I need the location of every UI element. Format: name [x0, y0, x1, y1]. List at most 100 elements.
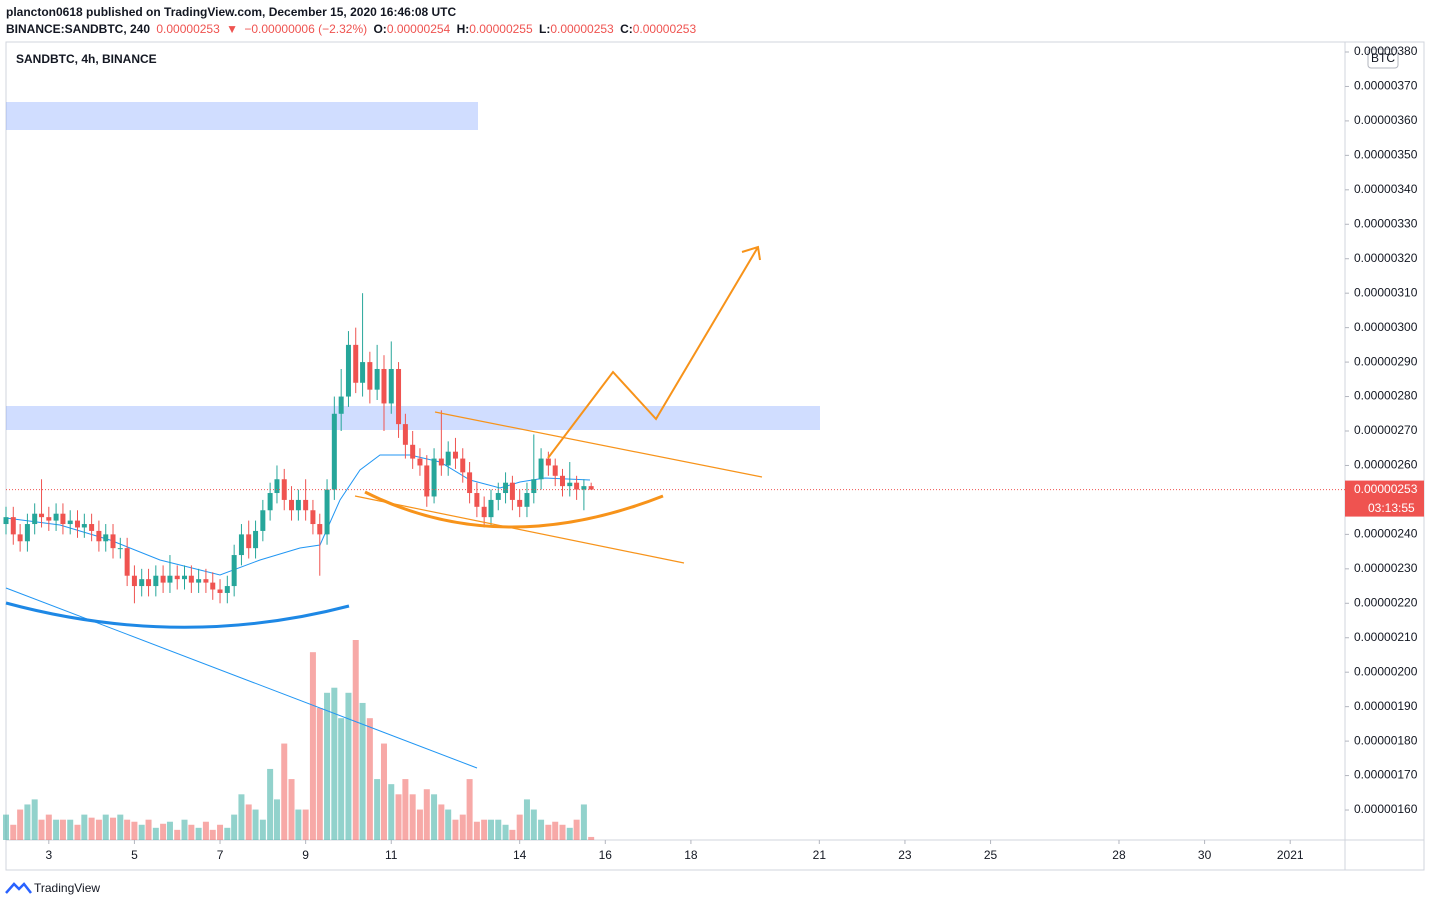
candle-body	[124, 548, 130, 576]
y-tick-label: 0.00000260	[1354, 458, 1418, 472]
volume-bar	[488, 819, 495, 840]
y-tick-label: 0.00000320	[1354, 251, 1418, 265]
candle-body	[153, 575, 159, 587]
candle-body	[495, 493, 501, 500]
candle-body	[289, 499, 295, 511]
volume-bar	[181, 819, 188, 840]
candle-body	[374, 368, 380, 390]
volume-bar	[481, 819, 488, 840]
volume-bar	[309, 652, 316, 840]
candle-body	[217, 589, 223, 593]
candle-body	[559, 475, 565, 487]
volume-bar	[295, 809, 302, 840]
volume-bar	[124, 819, 131, 840]
candle-body	[81, 524, 87, 528]
close-label: C:	[620, 22, 633, 36]
volume-bar	[502, 824, 509, 840]
candle-body	[238, 534, 244, 556]
candle-body	[131, 575, 137, 587]
arrow: ▼	[226, 22, 239, 36]
volume-bar	[366, 718, 373, 840]
volume-bar	[580, 804, 587, 840]
y-tick-label: 0.00000310	[1354, 285, 1418, 299]
candle-body	[103, 534, 109, 542]
candle-body	[417, 458, 423, 466]
volume-bar	[102, 814, 109, 840]
volume-layer	[3, 640, 595, 840]
candle-body	[396, 368, 402, 425]
volume-bar	[38, 819, 45, 840]
candle-body	[524, 493, 530, 507]
y-tick-label: 0.00000280	[1354, 389, 1418, 403]
candle-body	[410, 444, 416, 459]
candle-body	[360, 362, 366, 383]
x-tick-label: 7	[217, 848, 224, 862]
x-tick-label: 25	[984, 848, 998, 862]
volume-bar	[423, 789, 430, 840]
volume-bar	[431, 794, 438, 840]
candle-layer	[3, 293, 594, 604]
candle-body	[203, 579, 209, 583]
candle-body	[281, 479, 287, 500]
candle-body	[381, 368, 387, 404]
brand: TradingView	[5, 881, 100, 895]
candle-body	[310, 510, 316, 525]
candle-body	[581, 486, 587, 490]
x-tick-label: 5	[131, 848, 138, 862]
volume-bar	[409, 794, 416, 840]
volume-bar	[138, 824, 145, 840]
volume-bar	[559, 824, 566, 840]
candle-body	[246, 534, 252, 549]
volume-bar	[452, 819, 459, 840]
candle-body	[353, 344, 359, 383]
volume-bar	[110, 817, 117, 840]
symbol: BINANCE:SANDBTC, 240	[6, 22, 151, 36]
y-tick-label: 0.00000210	[1354, 630, 1418, 644]
candle-body	[74, 520, 80, 528]
x-tick-label: 23	[898, 848, 912, 862]
low-label: L:	[538, 22, 551, 36]
y-tick-label: 0.00000190	[1354, 699, 1418, 713]
candle-body	[324, 489, 330, 535]
candle-body	[552, 465, 558, 476]
candle-body	[545, 458, 551, 466]
volume-bar	[88, 817, 95, 840]
volume-bar	[466, 779, 473, 840]
volume-bar	[217, 824, 224, 840]
candle-body	[303, 499, 309, 511]
price-tag-label: 0.00000253	[1354, 482, 1418, 496]
high-value: 0.00000255	[469, 22, 533, 36]
chart-title: SANDBTC, 4h, BINANCE	[16, 52, 157, 66]
candle-body	[260, 510, 266, 531]
volume-bar	[416, 809, 423, 840]
candle-body	[345, 344, 351, 397]
volume-bar	[316, 708, 323, 840]
x-tick-label: 18	[684, 848, 698, 862]
candle-body	[167, 575, 173, 583]
volume-bar	[152, 827, 159, 840]
candle-body	[24, 524, 30, 542]
price-tag	[1345, 480, 1424, 517]
publisher-line: plancton0618 published on TradingView.co…	[6, 5, 459, 19]
volume-bar	[81, 814, 88, 840]
open-label: O:	[373, 22, 387, 36]
volume-bar	[538, 819, 545, 840]
candle-body	[267, 493, 273, 511]
volume-bar	[281, 743, 288, 840]
x-tick-label: 11	[385, 848, 398, 862]
y-tick-label: 0.00000370	[1354, 79, 1418, 93]
candle-body	[160, 575, 166, 583]
y-tick-label: 0.00000200	[1354, 664, 1418, 678]
volume-bar	[523, 799, 530, 840]
candle-body	[503, 482, 509, 494]
candle-body	[509, 482, 515, 500]
volume-bar	[324, 692, 331, 840]
candle-body	[481, 506, 487, 518]
candle-body	[231, 555, 237, 587]
candle-body	[188, 575, 194, 583]
candle-body	[182, 575, 188, 580]
volume-bar	[588, 836, 595, 840]
volume-bar	[195, 827, 202, 840]
candle-body	[146, 579, 152, 587]
